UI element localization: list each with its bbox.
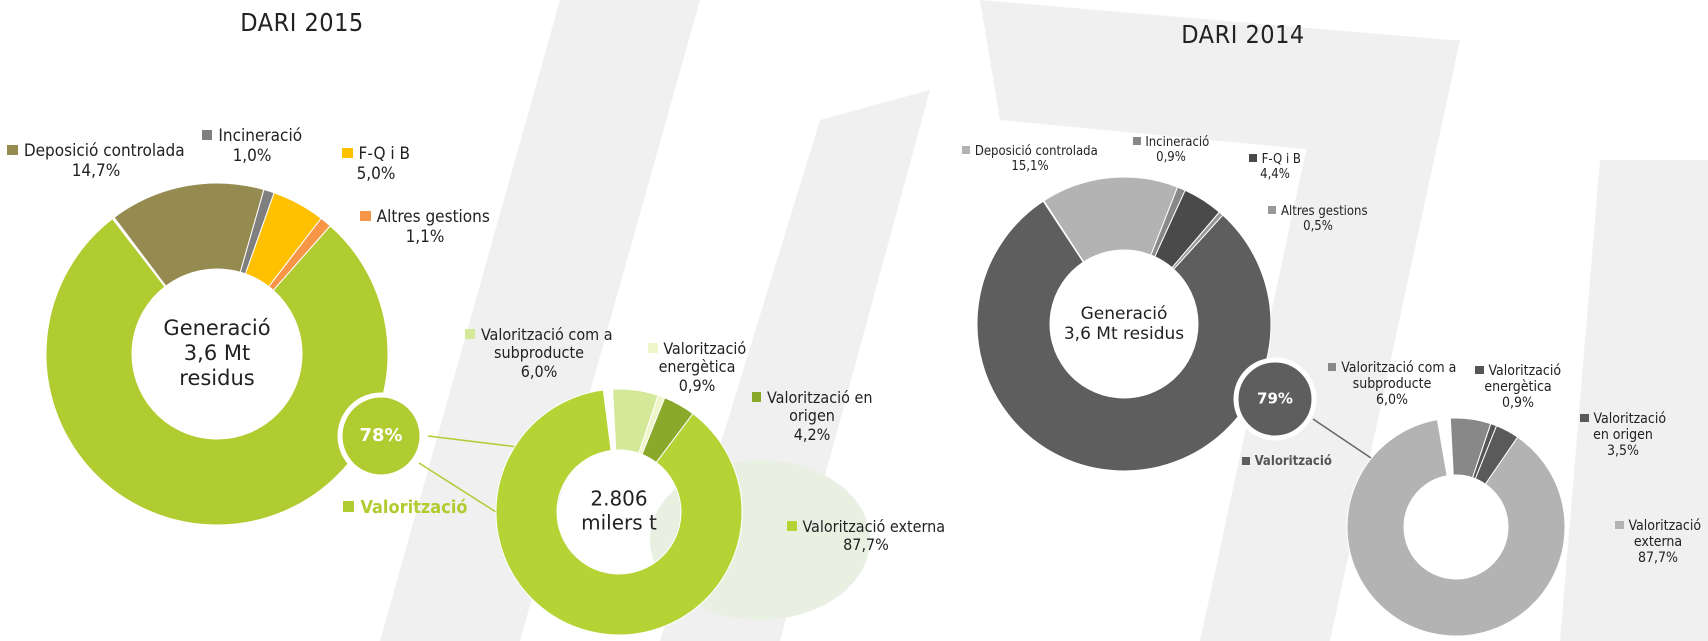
category-label: Valorització en origen [767,388,873,426]
category-label: Incineració [218,126,303,146]
slice-label: Altres gestions 0,5% [1258,204,1378,235]
slice-label: Valorització energètica 0,9% [645,339,750,395]
bubble-label: 79% [1257,390,1293,408]
slice-label: Altres gestions 1,1% [345,207,505,247]
category-label: Valorització externa [802,517,946,536]
slice-label: Deposició controlada 15,1% [950,144,1110,175]
legend-entry: Valorització [343,497,468,519]
legend-marker [786,521,797,532]
legend-entry: Valorització [1242,454,1332,470]
value-label: 0,9% [1502,395,1534,412]
legend-marker [751,392,762,403]
bubble-label: 78% [359,425,402,446]
value-bubble [337,392,425,480]
legend-marker [7,144,18,156]
value-label: 1,1% [405,226,445,247]
value-label: 1,0% [232,145,272,166]
category-label: F-Q i B [1261,152,1301,167]
category-label: Deposició controlada [23,141,185,161]
chart-title: DARI 2014 [1181,20,1305,49]
legend-marker [647,343,658,354]
center-label: 2.806 [590,487,647,511]
category-label: Altres gestions [1281,204,1368,219]
value-label: 0,5% [1303,218,1333,234]
legend-marker [1327,362,1337,372]
donut-slice [495,389,743,636]
slice-label: Valorització en origen 3,5% [1573,411,1673,459]
category-label: F-Q i B [358,144,410,164]
legend-marker [1268,206,1277,215]
legend-label: Valorització [1254,454,1332,470]
legend-marker [360,210,371,222]
slice-label: Valorització com a subproducte 6,0% [1327,360,1457,408]
value-label: 6,0% [1376,392,1408,409]
legend-marker [342,147,353,159]
chart-title: DARI 2015 [240,8,364,37]
value-label: 6,0% [520,361,558,381]
value-label: 14,7% [71,160,121,181]
slice-label: Incineració 1,0% [192,126,312,166]
value-bubble [1233,357,1317,441]
center-label: 3,6 Mt residus [1064,324,1184,344]
connectors [418,418,1372,513]
legend-marker [1614,520,1624,530]
legend-marker [1132,137,1141,146]
category-label: Altres gestions [376,207,490,227]
donut-slice [1346,419,1566,637]
slice-label: F-Q i B 4,4% [1235,152,1315,183]
category-label: Valorització energètica [658,339,747,377]
category-label: Valorització externa [1628,518,1702,551]
category-label: Valorització energètica [1484,363,1562,396]
legend-marker [1579,413,1589,423]
center-label: 3,6 Mt [184,341,250,365]
value-label: 87,7% [843,535,889,555]
legend-label: Valorització [360,497,468,519]
legend-marker [1249,154,1258,163]
legend-marker [1474,365,1484,375]
slice-label: Deposició controlada 14,7% [0,141,196,181]
slice-label: Valorització externa 87,7% [1613,518,1703,566]
category-label: Deposició controlada [974,144,1098,159]
slice-label: Valorització en origen 4,2% [747,388,877,444]
center-label: residus [179,366,254,390]
value-label: 4,4% [1260,166,1290,182]
value-label: 0,9% [1156,149,1186,165]
value-label: 0,9% [678,375,716,395]
slice-label: Valorització energètica 0,9% [1468,363,1568,411]
slice-label: Valorització externa 87,7% [776,517,956,555]
legend-marker [1242,456,1251,465]
center-label: milers t [581,511,657,535]
slice-label: Valorització com a subproducte 6,0% [457,325,622,381]
legend-marker [201,129,213,141]
legend-marker [343,501,355,513]
value-label: 5,0% [356,163,396,184]
category-label: Incineració [1145,135,1210,150]
slice-label: F-Q i B 5,0% [326,144,426,184]
value-label: 15,1% [1011,158,1049,174]
legend-marker [465,329,476,340]
legend-marker [962,146,971,155]
value-label: 87,7% [1637,550,1678,567]
category-label: Valorització com a subproducte [1341,360,1457,393]
category-label: Valorització en origen [1593,411,1667,444]
slice-label: Incineració 0,9% [1121,135,1221,166]
center-label: Generació [1081,304,1168,324]
center-label: Generació [163,316,270,340]
value-label: 3,5% [1607,443,1639,460]
category-label: Valorització com a subproducte [480,325,613,363]
value-label: 4,2% [793,424,831,444]
